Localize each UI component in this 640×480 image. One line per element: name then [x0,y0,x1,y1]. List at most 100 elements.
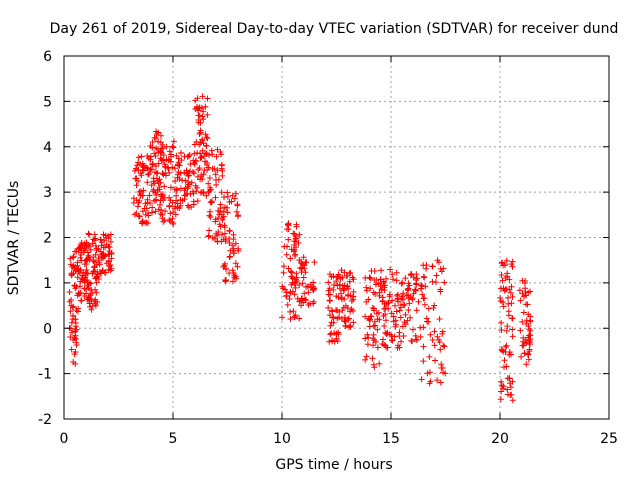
data-point [221,224,228,231]
data-point [286,295,293,302]
data-point [174,187,181,194]
data-point [152,152,159,159]
data-point [196,130,203,137]
data-point [413,271,420,278]
data-point [498,382,505,389]
x-tick-label: 20 [491,431,509,447]
data-point [326,285,333,292]
data-point [202,103,209,110]
data-point [380,336,387,343]
data-point [292,276,299,283]
chart-title: Day 261 of 2019, Sidereal Day-to-day VTE… [50,21,619,37]
data-point [150,188,157,195]
data-point [204,111,211,118]
data-point [291,280,298,287]
y-tick-label: 2 [43,231,52,247]
data-point [171,165,178,172]
data-point [388,310,395,317]
data-point [346,278,353,285]
data-point [295,240,302,247]
data-point [147,200,154,207]
data-point [406,300,413,307]
data-point [396,307,403,314]
data-point [325,279,332,286]
data-point [342,322,349,329]
data-point [327,297,334,304]
data-point [503,257,510,264]
x-tick-label: 0 [60,431,69,447]
data-point [72,267,79,274]
data-point [170,209,177,216]
data-point [96,261,103,268]
data-point [153,163,160,170]
data-point [177,185,184,192]
data-point [326,297,333,304]
data-point [133,182,140,189]
data-point [190,201,197,208]
data-point [349,274,356,281]
data-point [326,271,333,278]
data-point [160,157,167,164]
data-point [208,198,215,205]
data-point [137,188,144,195]
data-point [507,289,514,296]
data-point [202,131,209,138]
data-point [498,327,505,334]
data-point [500,285,507,292]
data-point [340,304,347,311]
data-point [107,262,114,269]
data-point [216,221,223,228]
data-point [165,156,172,163]
data-point [434,377,441,384]
data-point [107,238,114,245]
data-point [383,330,390,337]
data-point [77,289,84,296]
data-point [382,305,389,312]
data-point [283,251,290,258]
data-point [230,236,237,243]
data-point [94,299,101,306]
data-point [105,251,112,258]
data-point [142,211,149,218]
data-point [432,357,439,364]
data-point [296,315,303,322]
data-point [519,318,526,325]
data-point [371,268,378,275]
data-point [98,270,105,277]
data-point [147,143,154,150]
data-point [157,148,164,155]
data-point [229,192,236,199]
data-point [508,300,515,307]
data-point [86,300,93,307]
data-point [421,295,428,302]
data-point [85,296,92,303]
data-point [232,260,239,267]
data-point [91,231,98,238]
data-point [152,208,159,215]
data-point [95,275,102,282]
data-point [218,165,225,172]
data-point [329,314,336,321]
data-point [405,280,412,287]
data-point [521,350,528,357]
data-point [204,135,211,142]
data-point [232,240,239,247]
data-point [429,336,436,343]
data-point [192,97,199,104]
data-point [169,143,176,150]
data-point [149,160,156,167]
data-point [363,353,370,360]
data-point [300,274,307,281]
data-point [437,379,444,386]
data-point [517,327,524,334]
data-point [73,341,80,348]
data-point [153,169,160,176]
data-point [327,322,334,329]
data-point [362,313,369,320]
data-point [363,284,370,291]
data-point [166,194,173,201]
data-point [147,166,154,173]
data-point [497,294,504,301]
data-point [307,300,314,307]
data-point [198,154,205,161]
